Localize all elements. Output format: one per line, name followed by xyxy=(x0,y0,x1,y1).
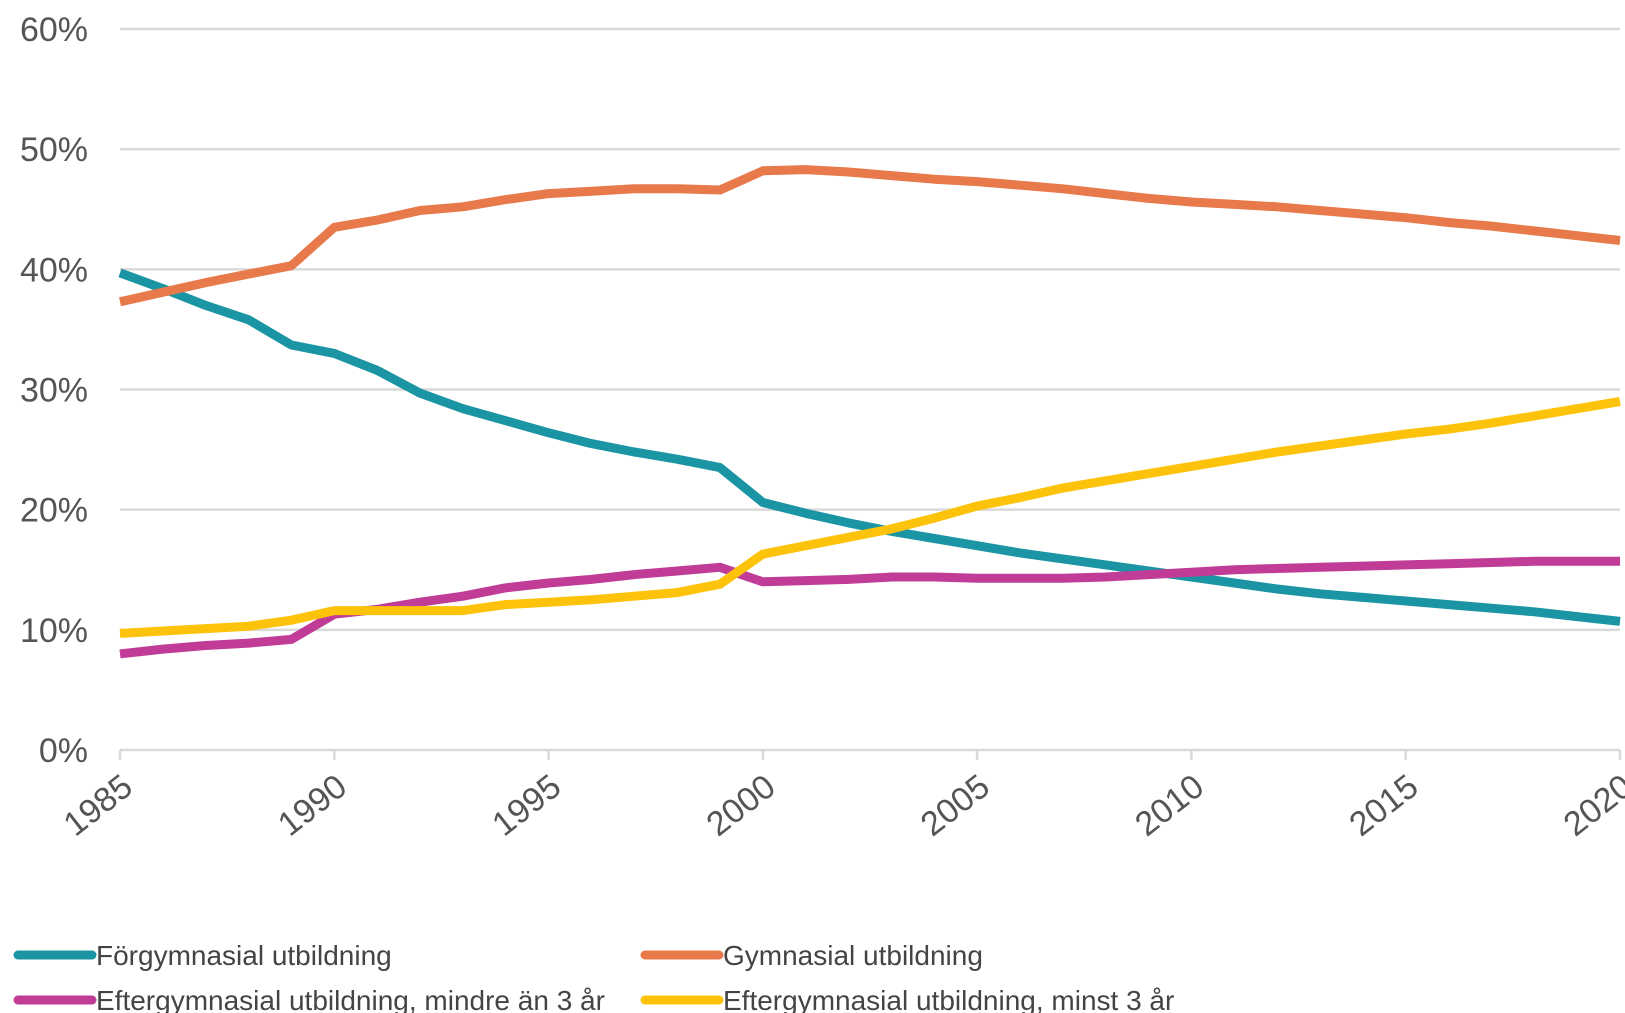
y-tick-label: 10% xyxy=(20,612,88,650)
series-line-4 xyxy=(119,397,1621,638)
x-tick-label: 1995 xyxy=(485,767,568,844)
legend-item-4: Eftergymnasial utbildning, minst 3 år xyxy=(640,985,1174,1013)
y-tick-label: 20% xyxy=(20,492,88,530)
legend-label: Förgymnasial utbildning xyxy=(96,940,392,971)
y-tick-label: 40% xyxy=(20,251,88,289)
y-tick-label: 50% xyxy=(20,131,88,169)
legend-item-2: Gymnasial utbildning xyxy=(640,940,983,971)
legend-label: Eftergymnasial utbildning, minst 3 år xyxy=(723,985,1174,1013)
x-tick-label: 1985 xyxy=(57,767,140,844)
series-line-1 xyxy=(118,268,1621,626)
legend: Förgymnasial utbildning Gymnasial utbildn… xyxy=(13,940,1174,1013)
y-tick-label: 60% xyxy=(20,11,88,49)
x-tick-label: 1990 xyxy=(271,767,354,844)
gridlines xyxy=(120,27,1620,632)
x-axis: 0% 10% 20% 30% 40% 50% 60% 1985 1990 1995 2000 2005… xyxy=(20,11,1625,844)
x-tick-label: 2000 xyxy=(700,767,783,844)
x-tick-label: 2020 xyxy=(1557,767,1625,844)
series-lines xyxy=(118,165,1621,659)
x-tick-label: 2010 xyxy=(1128,767,1211,844)
y-tick-label: 30% xyxy=(20,372,88,410)
legend-item-3: Eftergymnasial utbildning, mindre än 3 å… xyxy=(13,985,605,1013)
y-tick-label: 0% xyxy=(39,732,88,770)
x-tick-label: 2015 xyxy=(1342,767,1425,844)
x-tick-label: 2005 xyxy=(914,767,997,844)
legend-label: Gymnasial utbildning xyxy=(723,940,983,971)
series-line-2 xyxy=(119,165,1621,307)
legend-item-1: Förgymnasial utbildning xyxy=(13,940,392,971)
legend-label: Eftergymnasial utbildning, mindre än 3 å… xyxy=(96,985,605,1013)
